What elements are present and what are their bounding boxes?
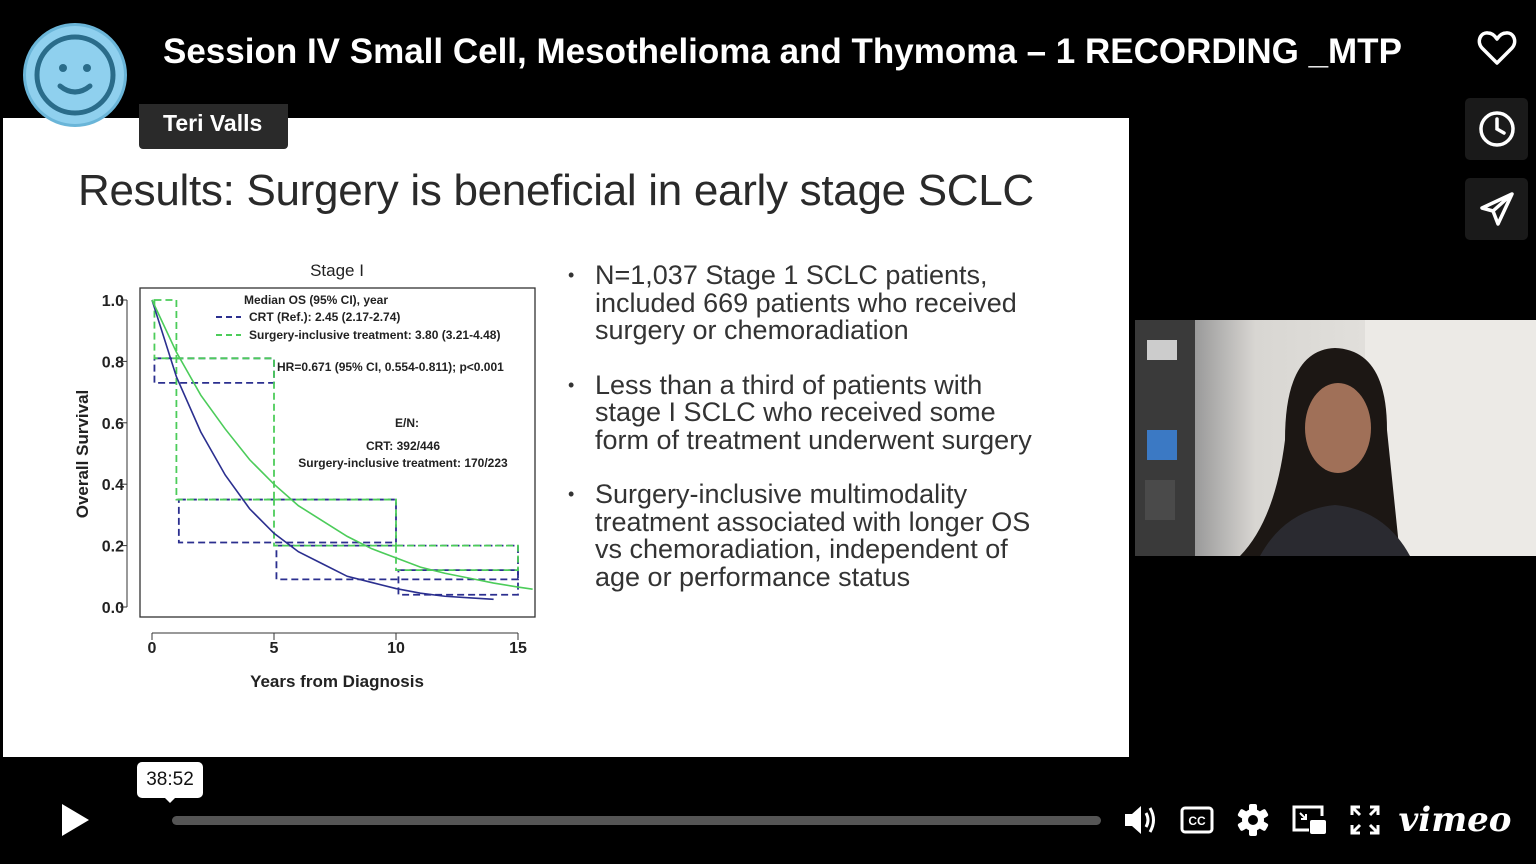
send-icon (1479, 192, 1514, 226)
video-title[interactable]: Session IV Small Cell, Mesothelioma and … (163, 32, 1402, 71)
play-button[interactable] (55, 800, 95, 840)
y-tick-label: 0.0 (102, 600, 124, 617)
x-tick-label: 5 (270, 640, 279, 657)
en-label: E/N: (395, 416, 419, 430)
ci-box (153, 299, 178, 360)
like-button[interactable] (1465, 17, 1528, 79)
ci-box (177, 498, 397, 544)
captions-button[interactable]: CC (1178, 800, 1216, 840)
bullet-item: • Less than a third of patients with stag… (568, 369, 1032, 455)
settings-button[interactable] (1234, 800, 1272, 840)
legend-entry-crt: CRT (Ref.): 2.45 (2.17-2.74) (249, 310, 400, 324)
chart-title: Stage I (310, 261, 364, 280)
en-surgery: Surgery-inclusive treatment: 170/223 (298, 456, 508, 470)
byline-author[interactable]: Teri Valls (139, 104, 288, 149)
current-time-tooltip: 38:52 (137, 762, 203, 803)
play-icon (62, 804, 89, 836)
volume-button[interactable] (1122, 800, 1160, 840)
speaker-webcam (1135, 320, 1536, 556)
ci-box (175, 357, 275, 501)
x-tick-label: 15 (509, 640, 527, 657)
heart-icon (1477, 31, 1516, 65)
survival-chart: Stage I 0 5 10 15 0.0 0.2 0.4 0.6 0.8 1.0 Median … (73, 261, 536, 691)
progress-bar[interactable] (172, 816, 1101, 825)
hr-annotation: HR=0.671 (95% CI, 0.554-0.811); p<0.001 (277, 360, 504, 374)
plot-frame (139, 287, 536, 618)
y-tick-label: 0.2 (102, 539, 124, 556)
bullet-item: • Surgery-inclusive multimodality treatme… (568, 479, 1031, 592)
bullet-text: Less than a third of patients with stage… (595, 369, 1032, 455)
ci-box (397, 569, 519, 596)
legend-entry-surgery: Surgery-inclusive treatment: 3.80 (3.21-… (249, 328, 500, 342)
y-tick-label: 1.0 (102, 293, 124, 310)
bullet-list: • N=1,037 Stage 1 SCLC patients, included… (568, 260, 1048, 618)
presentation-slide: Results: Surgery is beneficial in early … (3, 118, 1129, 757)
slide-title: Results: Surgery is beneficial in early … (78, 166, 1034, 215)
settings-icon (1237, 804, 1269, 836)
svg-text:CC: CC (1188, 814, 1206, 828)
ci-box (273, 498, 397, 547)
avatar[interactable] (23, 23, 127, 127)
vimeo-logo[interactable]: vimeo (1398, 800, 1512, 840)
ci-box (395, 544, 519, 572)
bullet-item: • N=1,037 Stage 1 SCLC patients, included… (568, 260, 1017, 345)
y-tick-label: 0.6 (102, 416, 124, 433)
bullet-text: Surgery-inclusive multimodality treatmen… (595, 479, 1031, 592)
bullet-text: N=1,037 Stage 1 SCLC patients, included … (595, 260, 1017, 345)
watch-later-button[interactable] (1465, 98, 1528, 160)
x-tick-label: 10 (387, 640, 405, 657)
player-header: Session IV Small Cell, Mesothelioma and … (0, 0, 1536, 127)
clock-icon (1478, 111, 1515, 147)
ci-box (275, 544, 519, 581)
y-tick-label: 0.8 (102, 354, 124, 371)
x-axis-label: Years from Diagnosis (250, 672, 424, 691)
player-controls (0, 757, 1536, 864)
pip-icon (1292, 805, 1326, 834)
speaker-video-frame (1135, 320, 1536, 556)
share-button[interactable] (1465, 178, 1528, 240)
volume-icon (1125, 806, 1155, 834)
legend-title: Median OS (95% CI), year (244, 293, 388, 307)
smiley-icon (34, 34, 116, 116)
y-tick-label: 0.4 (102, 477, 124, 494)
cc-icon: CC (1180, 806, 1214, 834)
fullscreen-icon (1350, 805, 1380, 835)
surgery-survival-curve (151, 299, 533, 590)
fullscreen-button[interactable] (1346, 800, 1384, 840)
crt-survival-curve (151, 299, 494, 601)
y-axis-label: Overall Survival (73, 390, 92, 519)
picture-in-picture-button[interactable] (1290, 800, 1328, 840)
x-tick-label: 0 (148, 640, 157, 657)
en-crt: CRT: 392/446 (366, 439, 440, 453)
